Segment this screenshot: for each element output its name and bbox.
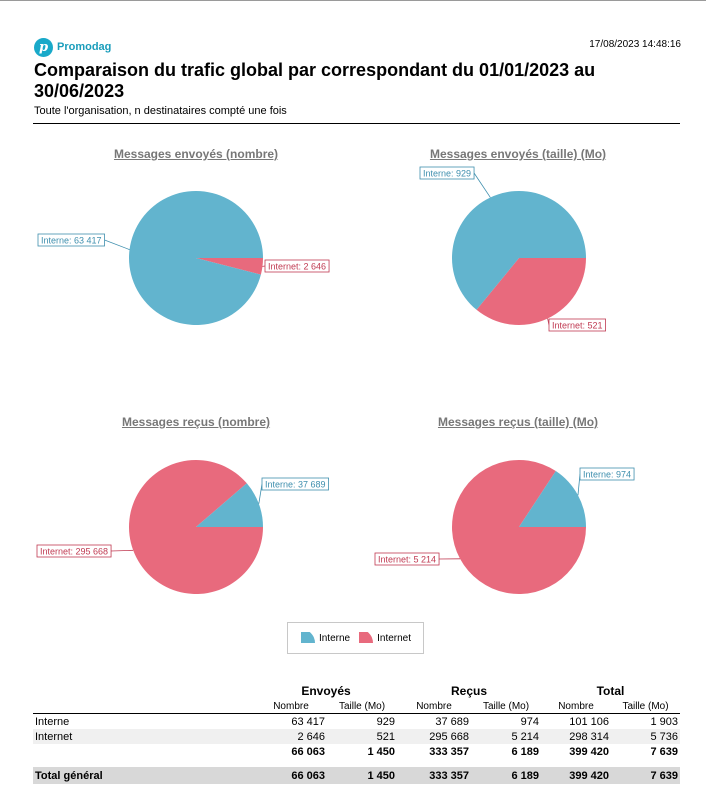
pie-label-internet: Internet: 521 — [552, 321, 603, 331]
row-label — [33, 744, 255, 759]
pie-label-interne: Interne: 63 417 — [41, 236, 102, 246]
pie-label-box — [419, 166, 475, 180]
column-header: Nombre — [397, 699, 471, 714]
chart-title-received-count: Messages reçus (nombre) — [121, 415, 271, 429]
pie-slice-internet — [196, 258, 263, 275]
table-cell: 2 646 — [255, 729, 327, 744]
group-header-received: Reçus — [450, 684, 488, 698]
table-cell: 7 639 — [611, 767, 680, 784]
row-label: Total général — [33, 767, 255, 784]
pie-label-internet: Internet: 2 646 — [268, 262, 326, 272]
pie-label-box — [36, 544, 112, 558]
group-header-total: Total — [596, 684, 625, 698]
pie-label-internet: Internet: 295 668 — [40, 547, 108, 557]
report-title-line1: Comparaison du trafic global par corresp… — [34, 60, 596, 80]
pie-leader-line — [258, 483, 263, 504]
table-cell: 1 450 — [327, 767, 397, 784]
pie-slice-internet — [451, 459, 586, 594]
table-cell: 5 214 — [471, 729, 541, 744]
chart-legend: Interne Internet — [287, 622, 424, 654]
report-title: Comparaison du trafic global par corresp… — [34, 60, 674, 102]
column-header: Nombre — [255, 699, 327, 714]
legend-swatch-interne — [300, 632, 315, 643]
table-cell: 63 417 — [291, 715, 325, 728]
table-cell: 66 063 — [291, 745, 325, 758]
table-cell: 333 357 — [429, 745, 469, 758]
table-cell: 6 189 — [511, 745, 539, 758]
pie-charts-canvas: Interne: 63 417 Internet: 2 646 Interne: 9… — [36, 166, 635, 595]
pie-slice-internet — [476, 258, 586, 325]
table-cell: 101 106 — [569, 715, 609, 728]
column-header: Nombre — [541, 699, 611, 714]
pie-label-interne: Interne: 37 689 — [265, 480, 326, 490]
legend-swatch-internet — [359, 632, 374, 643]
pie-slice-interne — [452, 190, 586, 310]
table-cell: 1 450 — [367, 745, 395, 758]
table-cell: 5 736 — [611, 729, 680, 744]
table-cell: 974 — [520, 715, 539, 728]
table-cell: 6 189 — [471, 767, 541, 784]
report-title-line2: 30/06/2023 — [34, 81, 125, 101]
table-cell: 1 903 — [650, 715, 678, 728]
header-divider — [33, 123, 680, 124]
pie-leader-line — [111, 549, 134, 552]
group-header-sent: Envoyés — [301, 684, 351, 698]
table-cell: 929 — [376, 715, 395, 728]
traffic-summary-table: Envoyés Reçus Total Nombre Taille (Mo) N… — [33, 683, 680, 784]
pie-slice-interne — [129, 190, 264, 325]
legend-label-interne: Interne — [318, 632, 351, 644]
table-subheader-row: Nombre Taille (Mo) Nombre Taille (Mo) No… — [33, 699, 680, 714]
table-row: Interne 63 417 929 37 689 974 101 106 1 … — [33, 714, 680, 730]
pie-slice-interne — [196, 483, 263, 527]
report-timestamp: 17/08/2023 14:48:16 — [589, 39, 681, 50]
top-border — [0, 0, 706, 1]
pie-label-box — [37, 233, 105, 247]
table-cell: 7 639 — [650, 745, 678, 758]
table-cell: 37 689 — [435, 715, 469, 728]
chart-title-received-size: Messages reçus (taille) (Mo) — [437, 415, 599, 429]
pie-label-interne: Interne: 929 — [423, 169, 471, 179]
pie-label-box — [261, 477, 329, 491]
column-header: Taille (Mo) — [611, 699, 680, 714]
grand-total-row: Total général 66 063 1 450 333 357 6 189… — [33, 767, 680, 784]
promodag-logo: p Promodag — [34, 37, 111, 57]
subtotal-row: 66 063 1 450 333 357 6 189 399 420 7 639 — [33, 744, 680, 759]
pie-leader-line — [473, 172, 491, 198]
table-group-header-row: Envoyés Reçus Total — [33, 683, 680, 699]
column-header: Taille (Mo) — [327, 699, 397, 714]
pie-label-box — [264, 259, 330, 273]
table-cell: 521 — [327, 729, 397, 744]
legend-label-internet: Internet — [377, 632, 412, 644]
table-cell: 295 668 — [397, 729, 471, 744]
legend-item-internet: Internet — [358, 632, 411, 644]
row-label: Interne — [35, 715, 70, 728]
pie-label-box — [374, 552, 440, 566]
chart-title-sent-count: Messages envoyés (nombre) — [113, 147, 279, 161]
legend-item-interne: Interne — [300, 632, 350, 644]
table-cell: 333 357 — [397, 767, 471, 784]
table-cell: 399 420 — [569, 745, 609, 758]
chart-title-sent-size: Messages envoyés (taille) (Mo) — [429, 147, 607, 161]
report-subtitle: Toute l'organisation, n destinataires co… — [34, 105, 287, 117]
row-label: Internet — [33, 729, 255, 744]
logo-text: Promodag — [57, 41, 112, 53]
pie-label-internet: Internet: 5 214 — [378, 555, 436, 565]
column-header: Taille (Mo) — [471, 699, 541, 714]
pie-label-box — [579, 467, 635, 481]
table-row: Internet 2 646 521 295 668 5 214 298 314… — [33, 729, 680, 744]
pie-label-interne: Interne: 974 — [583, 470, 631, 480]
table-cell: 298 314 — [541, 729, 611, 744]
pie-slice-interne — [519, 471, 586, 527]
pie-leader-line — [104, 239, 130, 250]
pie-label-box — [548, 318, 606, 332]
table-cell: 66 063 — [255, 767, 327, 784]
table-cell: 399 420 — [541, 767, 611, 784]
promodag-logo-icon: p — [34, 37, 53, 57]
